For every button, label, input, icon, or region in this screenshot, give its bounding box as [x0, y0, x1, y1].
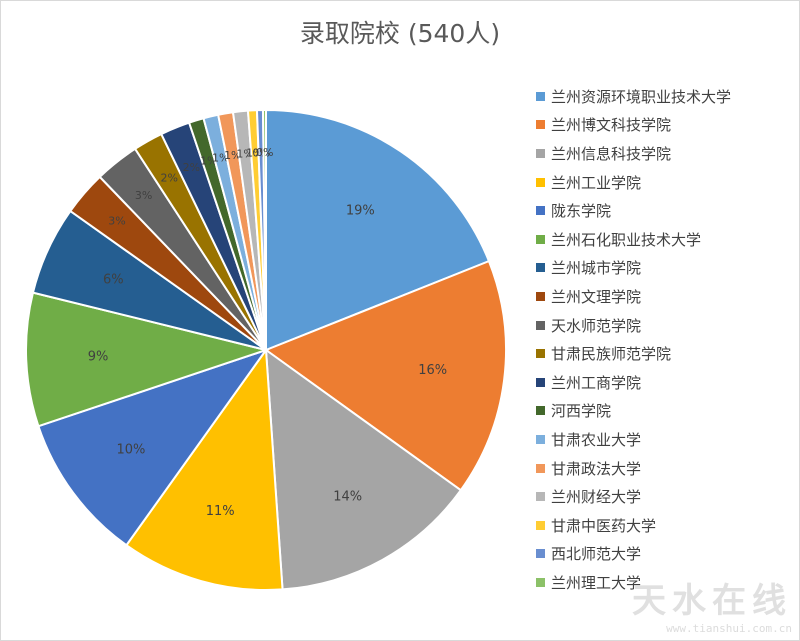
legend-item: 甘肃民族师范学院: [536, 339, 798, 368]
legend-item: 兰州城市学院: [536, 254, 798, 283]
legend-label: 甘肃民族师范学院: [551, 345, 672, 364]
legend-item: 甘肃政法大学: [536, 454, 798, 483]
legend-swatch: [536, 549, 545, 559]
legend-swatch: [536, 463, 545, 473]
pie-slice: [261, 108, 267, 351]
slice-data-label: 10%: [116, 442, 145, 457]
legend-label: 兰州博文科技学院: [551, 116, 672, 135]
pie-slice: [125, 347, 284, 591]
slice-data-label: 1%: [212, 152, 229, 165]
legend-swatch: [536, 120, 545, 130]
legend-item: 兰州信息科技学院: [536, 139, 798, 168]
legend-label: 天水师范学院: [551, 316, 642, 335]
legend-swatch: [536, 291, 545, 301]
legend-item: 天水师范学院: [536, 311, 798, 340]
legend: 兰州资源环境职业技术大学 兰州博文科技学院 兰州信息科技学院 兰州工业学院 陇东学院兰州…: [536, 82, 798, 597]
legend-item: 兰州理工大学: [536, 568, 798, 597]
legend-swatch: [536, 206, 545, 216]
legend-swatch: [536, 234, 545, 244]
legend-swatch: [536, 377, 545, 387]
legend-label: 甘肃政法大学: [551, 459, 642, 478]
slice-data-label: 16%: [418, 363, 447, 378]
chart-title: 录取院校 (540人): [299, 19, 501, 48]
legend-item: 兰州工商学院: [536, 368, 798, 397]
legend-label: 兰州工业学院: [551, 173, 642, 192]
pie-slice: [265, 108, 491, 352]
slice-data-label: 3%: [135, 189, 152, 202]
legend-label: 兰州工商学院: [551, 373, 642, 392]
legend-swatch: [536, 406, 545, 416]
legend-label: 兰州文理学院: [551, 287, 642, 306]
watermark-url: www.tianshui.com.cn: [666, 622, 792, 635]
legend-swatch: [536, 492, 545, 502]
pie-slice: [25, 291, 270, 428]
legend-item: 兰州资源环境职业技术大学: [536, 82, 798, 111]
slice-data-label: 1%: [236, 147, 253, 160]
slice-data-label: 1%: [224, 149, 241, 162]
slice-data-label: 14%: [333, 489, 362, 504]
slice-data-label: 0%: [256, 146, 273, 159]
legend-label: 陇东学院: [551, 202, 612, 221]
legend-swatch: [536, 320, 545, 330]
slice-data-label: 19%: [346, 203, 375, 218]
legend-item: 陇东学院: [536, 196, 798, 225]
legend-item: 兰州石化职业技术大学: [536, 225, 798, 254]
legend-swatch: [536, 91, 545, 101]
slice-data-label: 2%: [160, 172, 177, 185]
slice-data-label: 2%: [183, 161, 200, 174]
legend-item: 兰州文理学院: [536, 282, 798, 311]
legend-item: 西北师范大学: [536, 540, 798, 569]
legend-item: 河西学院: [536, 397, 798, 426]
legend-swatch: [536, 434, 545, 444]
slice-data-label: 9%: [88, 349, 109, 364]
legend-label: 甘肃农业大学: [551, 430, 642, 449]
slice-data-label: 1%: [200, 155, 217, 168]
legend-item: 兰州财经大学: [536, 482, 798, 511]
slice-data-label: 3%: [108, 215, 125, 228]
legend-swatch: [536, 349, 545, 359]
pie-slice: [263, 259, 507, 492]
legend-swatch: [536, 177, 545, 187]
legend-swatch: [536, 520, 545, 530]
legend-label: 甘肃中医药大学: [551, 516, 657, 535]
watermark-text: 天水在线: [632, 581, 792, 621]
legend-label: 兰州理工大学: [551, 573, 642, 592]
slice-data-label: 11%: [206, 504, 235, 519]
legend-label: 河西学院: [551, 402, 612, 421]
legend-item: 甘肃农业大学: [536, 425, 798, 454]
legend-swatch: [536, 148, 545, 158]
legend-label: 兰州资源环境职业技术大学: [551, 87, 732, 106]
legend-label: 兰州石化职业技术大学: [551, 230, 702, 249]
pie-slice: [37, 348, 269, 547]
slice-data-label: 6%: [103, 273, 124, 288]
legend-label: 兰州财经大学: [551, 488, 642, 507]
legend-item: 兰州工业学院: [536, 168, 798, 197]
watermark: 天水在线 www.tianshui.com.cn: [632, 573, 792, 635]
legend-swatch: [536, 577, 545, 587]
legend-item: 甘肃中医药大学: [536, 511, 798, 540]
legend-swatch: [536, 263, 545, 273]
pie-slice: [264, 347, 463, 591]
legend-item: 兰州博文科技学院: [536, 111, 798, 140]
legend-label: 兰州城市学院: [551, 259, 642, 278]
legend-label: 兰州信息科技学院: [551, 144, 672, 163]
legend-label: 西北师范大学: [551, 545, 642, 564]
